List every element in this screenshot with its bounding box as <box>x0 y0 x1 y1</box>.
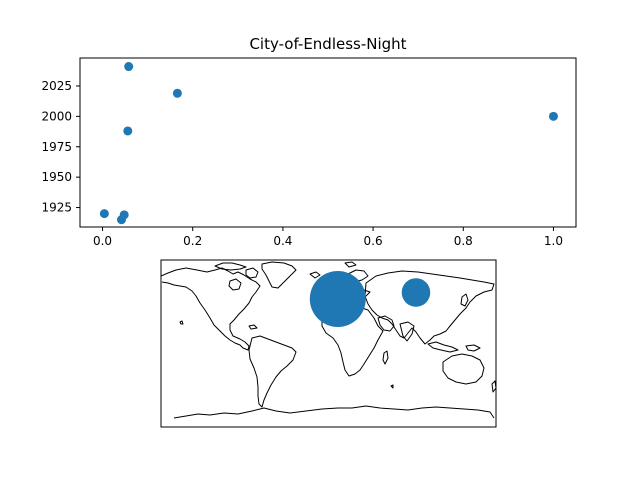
scatter-point <box>116 215 126 225</box>
x-tick-label: 0.0 <box>93 234 112 248</box>
greenland-coastline <box>261 261 297 289</box>
map-content <box>161 261 496 419</box>
scatter-points <box>99 62 558 225</box>
x-tick-label: 1.0 <box>544 234 563 248</box>
scatter-point <box>123 126 133 136</box>
new-guinea-coastline <box>465 344 481 352</box>
pacific-island-coastline <box>179 320 184 325</box>
india-coastline <box>399 321 415 342</box>
scatter-point <box>172 88 182 98</box>
scatter-x-ticks: 0.0 0.2 0.4 0.6 0.8 1.0 <box>93 227 563 248</box>
scatter-y-ticks: 1925 1950 1975 2000 2025 <box>41 79 80 215</box>
y-tick-label: 1975 <box>41 140 72 154</box>
asia-coastline <box>364 270 495 345</box>
scatter-title: City-of-Endless-Night <box>249 35 406 53</box>
svalbard-coastline <box>344 261 357 268</box>
baffin-coastline <box>245 267 259 279</box>
australia-coastline <box>442 353 485 385</box>
map-bubble <box>401 278 431 307</box>
scatter-plot-frame <box>79 57 577 228</box>
x-tick-label: 0.2 <box>183 234 202 248</box>
arctic-islands-coastline <box>214 262 247 271</box>
x-tick-label: 0.8 <box>454 234 473 248</box>
y-tick-label: 1925 <box>41 201 72 215</box>
y-tick-label: 2025 <box>41 79 72 93</box>
caribbean-coastline <box>248 324 258 330</box>
y-tick-label: 1950 <box>41 170 72 184</box>
map-axes <box>160 259 497 428</box>
map-bubble <box>309 270 366 327</box>
iceland-coastline <box>309 271 321 279</box>
scatter-point <box>99 209 109 219</box>
map-frame <box>160 259 497 428</box>
x-tick-label: 0.6 <box>364 234 383 248</box>
world-coastlines <box>161 261 496 419</box>
scatter-point <box>124 62 134 72</box>
antarctica-coastline <box>173 405 495 419</box>
africa-coastline <box>321 304 384 377</box>
indonesia-coastline <box>427 341 459 353</box>
map-bubbles <box>309 270 431 327</box>
arabia-coastline <box>377 315 395 332</box>
japan-coastline <box>460 293 469 307</box>
scatter-point <box>548 111 558 121</box>
y-tick-label: 2000 <box>41 109 72 123</box>
south-america-coastline <box>248 335 297 408</box>
madagascar-coastline <box>382 350 389 365</box>
new-zealand-coastline <box>491 380 496 393</box>
atlantic-island-coastline <box>390 384 394 389</box>
scatter-axes: City-of-Endless-Night 0.0 0.2 0.4 0.6 0.8 1.0… <box>41 35 577 248</box>
x-tick-label: 0.4 <box>273 234 292 248</box>
hudson-bay-coastline <box>228 278 242 291</box>
